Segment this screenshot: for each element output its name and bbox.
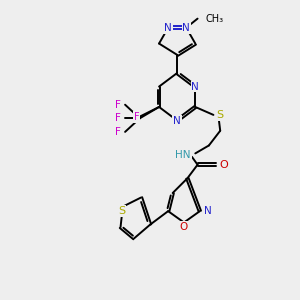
Text: N: N [191, 82, 199, 92]
Text: N: N [204, 206, 212, 216]
Text: HN: HN [175, 149, 191, 160]
Text: F: F [115, 113, 121, 123]
Text: S: S [216, 110, 223, 120]
Text: N: N [164, 23, 172, 33]
Text: O: O [180, 222, 188, 232]
Text: F: F [115, 127, 121, 137]
Text: S: S [118, 206, 125, 216]
Text: F: F [115, 100, 121, 110]
Text: N: N [182, 23, 190, 33]
Text: CH₃: CH₃ [206, 14, 224, 24]
Text: O: O [220, 160, 229, 170]
Text: N: N [173, 116, 181, 126]
Text: F: F [134, 112, 139, 122]
